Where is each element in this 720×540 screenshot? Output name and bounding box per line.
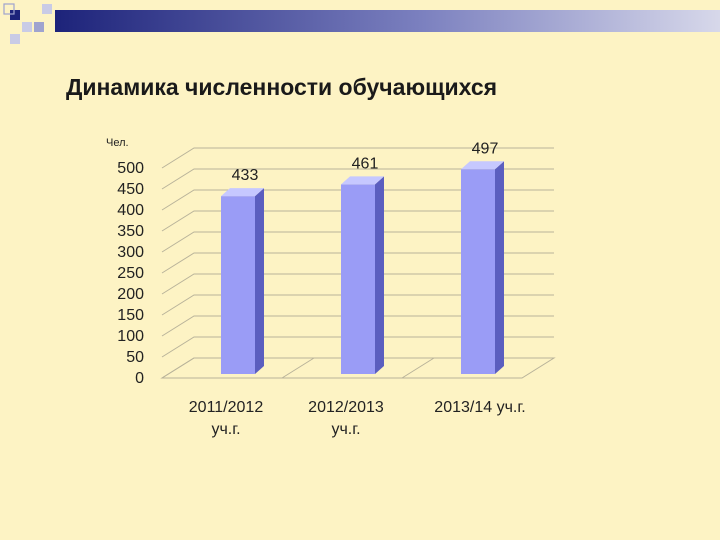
header-square-light [10,34,20,44]
data-label: 497 [472,140,499,157]
y-tick-label: 150 [117,307,144,324]
gridline [161,168,554,190]
y-tick-label: 100 [117,328,144,345]
header-square-outline [3,3,15,15]
chart-bars [221,161,504,374]
y-tick-label: 50 [126,349,144,366]
gridline [161,231,554,253]
y-tick-label: 350 [117,223,144,240]
gridline [161,315,554,337]
y-tick-label: 450 [117,181,144,198]
bar [461,169,495,374]
chart-labels: 0 50 100 150 200 250 300 350 400 450 500 Чел. 433 201… [106,137,526,438]
data-label: 433 [232,167,259,184]
y-tick-label: 400 [117,202,144,219]
category-separator [281,357,315,379]
x-tick-label: уч.г. [331,421,360,438]
gridline [161,210,554,232]
y-axis-label: Чел. [106,137,129,149]
y-tick-label: 250 [117,265,144,282]
category-separator [401,357,435,379]
header-square-mid [34,22,44,32]
gridline [161,189,554,211]
bar [221,196,255,374]
header-square-light [42,4,52,14]
header-square-light [22,22,32,32]
y-tick-label: 300 [117,244,144,261]
gridline [161,294,554,316]
y-tick-label: 500 [117,160,144,177]
gridline [161,252,554,274]
header-gradient-band [55,10,720,32]
bar-side [375,176,384,374]
header-decoration [3,3,720,44]
header-square-dark [10,10,20,20]
slide-title: Динамика численности обучающихся [66,74,498,100]
data-label: 461 [352,155,379,172]
x-tick-label: уч.г. [211,421,240,438]
bar-top [341,176,384,185]
bar-top [221,188,264,197]
y-tick-label: 200 [117,286,144,303]
bar-top [461,161,504,170]
x-tick-label: 2012/2013 [308,399,384,416]
x-tick-label: 2011/2012 [189,399,264,416]
gridline [161,273,554,295]
x-tick-label: 2013/14 уч.г. [434,399,525,416]
bar-side [255,188,264,374]
gridline [161,336,554,358]
y-tick-label: 0 [135,370,144,387]
gridline [161,147,554,169]
bar [341,184,375,374]
chart-grid [160,147,556,379]
bar-side [495,161,504,374]
